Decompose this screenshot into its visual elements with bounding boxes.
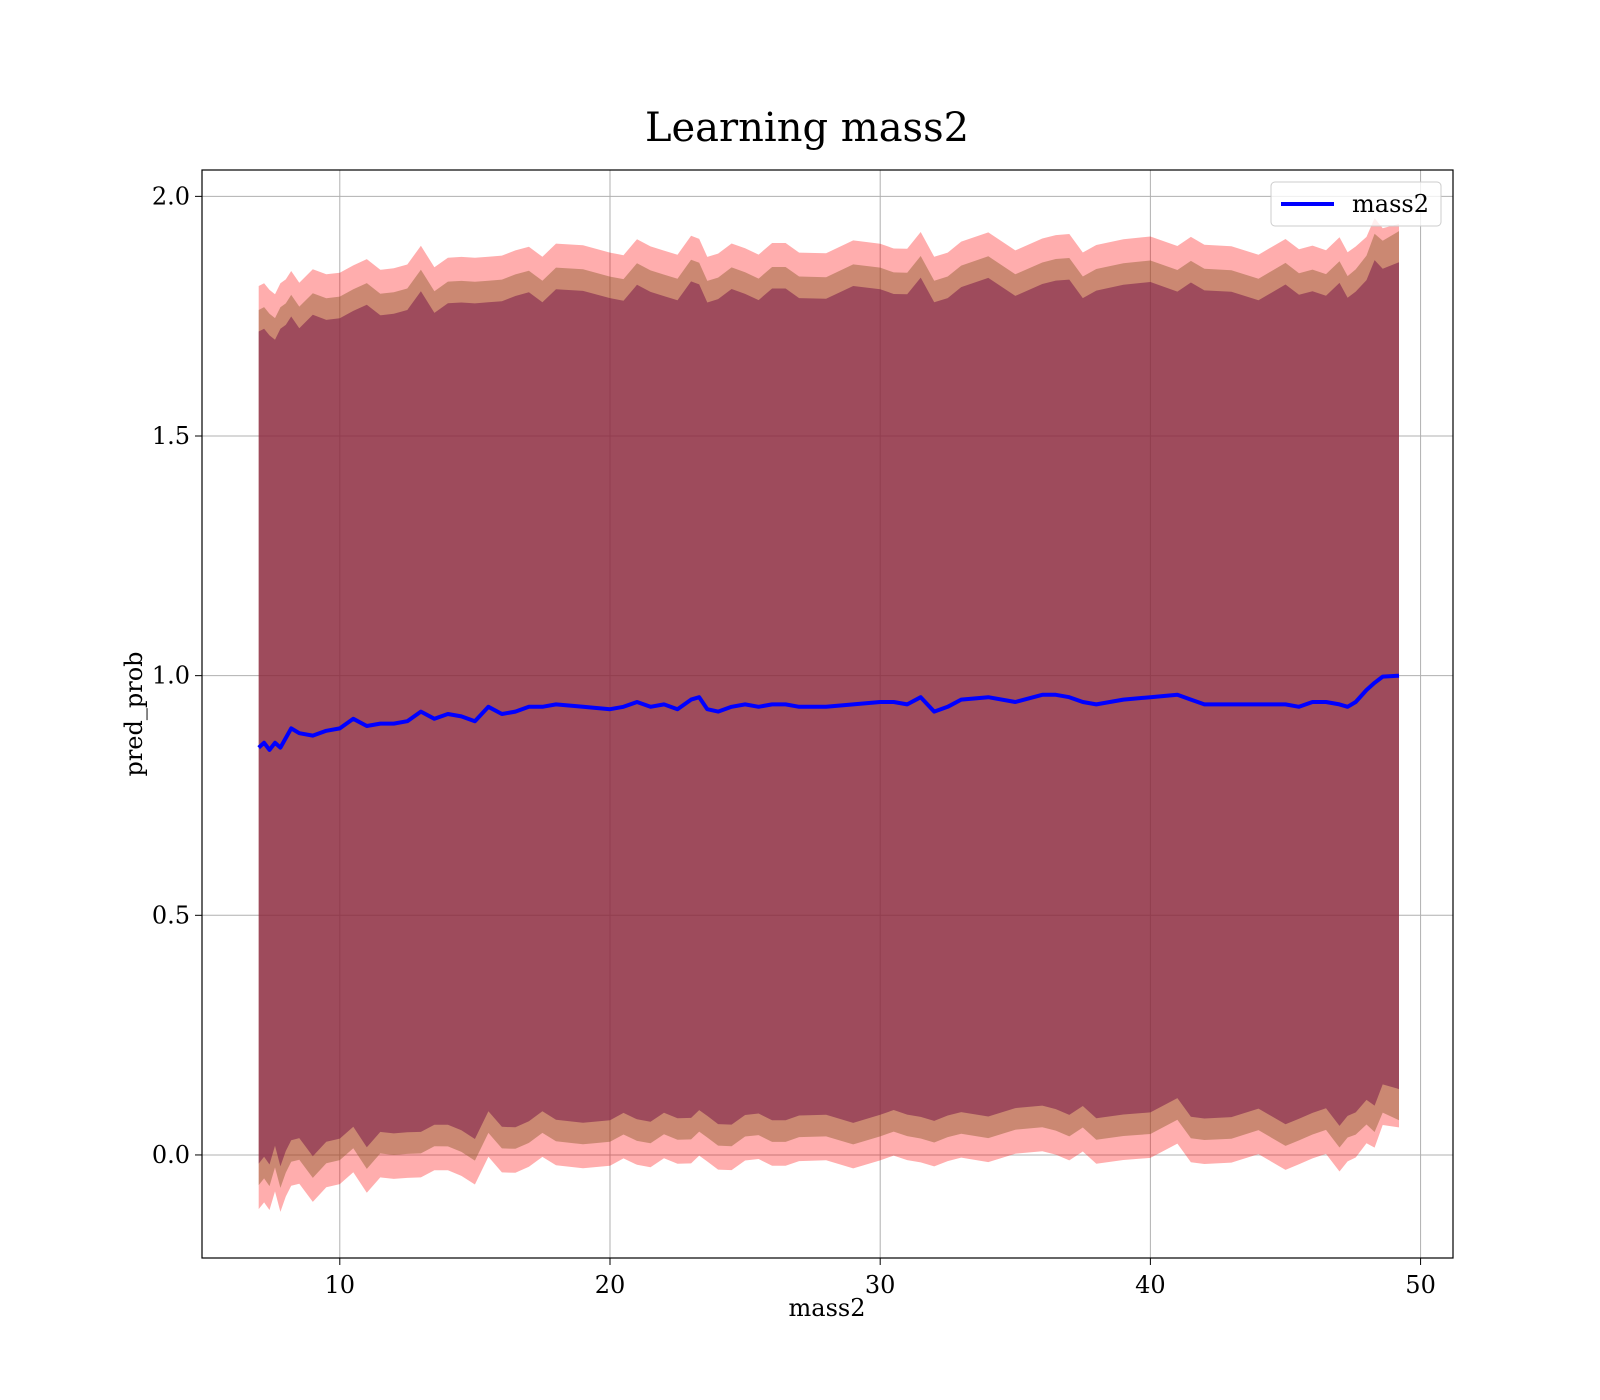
x-tick-label: 50	[1405, 1271, 1436, 1299]
plot-frame	[201, 169, 1454, 1259]
confidence-bands	[258, 218, 1400, 1212]
y-axis-label: pred_prob	[120, 651, 148, 776]
series-line-mass2	[257, 673, 1400, 752]
y-tick-label: 1.5	[152, 422, 190, 450]
chart-title: Learning mass2	[645, 105, 969, 151]
inner-band	[258, 260, 1400, 1167]
y-tick-label: 2.0	[152, 182, 190, 210]
legend: mass2	[1270, 181, 1442, 227]
y-tick-label: 1.0	[152, 662, 190, 690]
y-tick-label: 0.5	[152, 901, 190, 929]
y-tick-label: 0.0	[152, 1141, 190, 1169]
x-tick-label: 40	[1135, 1271, 1166, 1299]
x-tick-label: 30	[865, 1271, 896, 1299]
x-tick-label: 20	[595, 1271, 626, 1299]
x-tick-label: 10	[325, 1271, 356, 1299]
x-axis-label: mass2	[789, 1294, 866, 1322]
legend-box	[1270, 181, 1442, 227]
legend-label: mass2	[1352, 190, 1429, 218]
series-lines	[257, 673, 1400, 752]
axis-ticks: 10 20 30 40 50 0.0 0.5 1.0 1.5 2.0	[152, 182, 1436, 1299]
